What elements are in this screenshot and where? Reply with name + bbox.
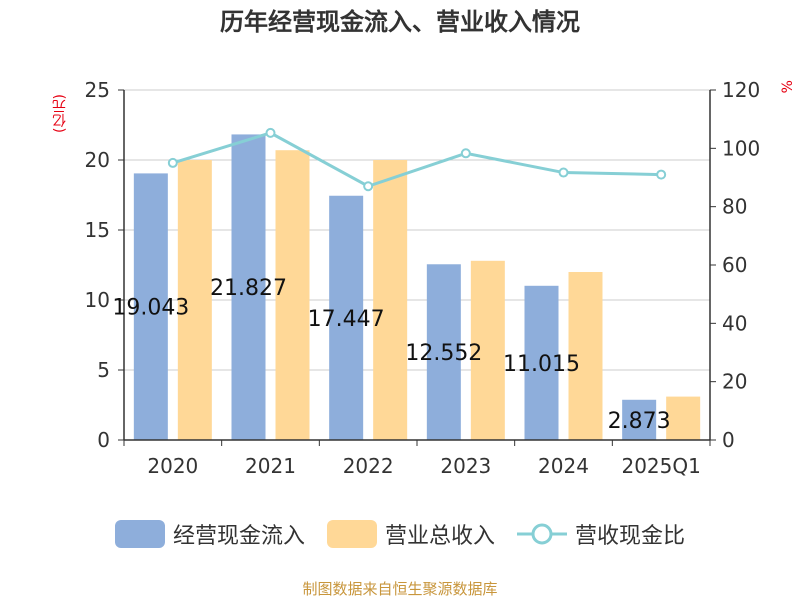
y-right-tick-label: 120 [722, 78, 760, 102]
y-right-tick-label: 20 [722, 370, 747, 394]
axis-layer: 0 5 10 15 20 25 0 20 40 60 80 100 120 2020 2021 2022 202… [85, 78, 761, 478]
legend-item-cash-inflow[interactable]: 经营现金流入 [114, 518, 305, 550]
data-label-cash-inflow: 11.015 [503, 352, 580, 377]
data-label-layer: 19.043 21.827 17.447 12.552 11.015 2.873 [112, 276, 670, 434]
bar-cash-inflow [426, 264, 461, 440]
grid-layer [124, 89, 710, 441]
point-cash-ratio [558, 167, 569, 178]
legend-label-revenue: 营业总收入 [384, 524, 495, 549]
bar-revenue [275, 150, 310, 440]
line-layer [167, 127, 667, 192]
bar-revenue [373, 160, 408, 440]
bar-cash-inflow [231, 134, 266, 440]
bar-cash-inflow [133, 173, 168, 440]
legend-label-cash-inflow: 经营现金流入 [172, 524, 305, 549]
bar-revenue [568, 272, 603, 440]
point-cash-ratio [265, 127, 276, 138]
bar-revenue [666, 396, 701, 440]
legend-item-cash-ratio[interactable]: 营收现金比 [517, 518, 685, 550]
bar-cash-inflow [524, 285, 559, 440]
chart-title: 历年经营现金流入、营业收入情况 [220, 8, 580, 36]
bar-revenue [177, 160, 212, 440]
y-right-tick-label: 0 [722, 428, 735, 452]
x-tick-label: 2022 [343, 454, 394, 478]
legend-item-revenue[interactable]: 营业总收入 [326, 518, 495, 550]
legend-swatch-cash-ratio [517, 523, 567, 545]
legend-label-cash-ratio: 营收现金比 [575, 524, 686, 549]
y-left-tick-label: 25 [85, 78, 110, 102]
y-right-tick-label: 80 [722, 195, 747, 219]
point-cash-ratio [167, 157, 178, 168]
legend-swatch-cash-inflow [114, 520, 165, 548]
legend: 经营现金流入 营业总收入 营收现金比 [0, 516, 800, 552]
x-tick-label: 2024 [538, 454, 589, 478]
point-cash-ratio [656, 169, 667, 180]
y-left-tick-label: 15 [85, 218, 110, 242]
point-cash-ratio [460, 148, 471, 159]
bar-cash-inflow [622, 399, 657, 440]
source-note: 制图数据来自恒生聚源数据库 [302, 580, 498, 598]
y-right-tick-label: 100 [722, 136, 760, 160]
y-right-tick-label: 40 [722, 311, 747, 335]
bar-layer [133, 134, 701, 440]
data-label-cash-inflow: 21.827 [210, 276, 287, 301]
data-label-cash-inflow: 12.552 [405, 341, 482, 366]
bar-revenue [470, 260, 505, 440]
x-tick-label: 2020 [147, 454, 198, 478]
data-label-cash-inflow: 19.043 [112, 296, 189, 321]
bar-cash-inflow [329, 195, 364, 440]
x-tick-label: 2025Q1 [621, 454, 700, 478]
y-left-tick-label: 5 [97, 358, 110, 382]
y-right-tick-label: 60 [722, 253, 747, 277]
x-tick-label: 2023 [440, 454, 491, 478]
legend-swatch-revenue [326, 520, 377, 548]
y-left-tick-label: 0 [97, 428, 110, 452]
line-cash-ratio [172, 131, 662, 188]
y-left-tick-label: 10 [85, 288, 110, 312]
y-left-tick-label: 20 [85, 148, 110, 172]
x-tick-label: 2021 [245, 454, 296, 478]
point-cash-ratio [363, 181, 374, 192]
data-label-cash-inflow: 17.447 [308, 307, 385, 332]
data-label-cash-inflow: 2.873 [608, 409, 671, 434]
